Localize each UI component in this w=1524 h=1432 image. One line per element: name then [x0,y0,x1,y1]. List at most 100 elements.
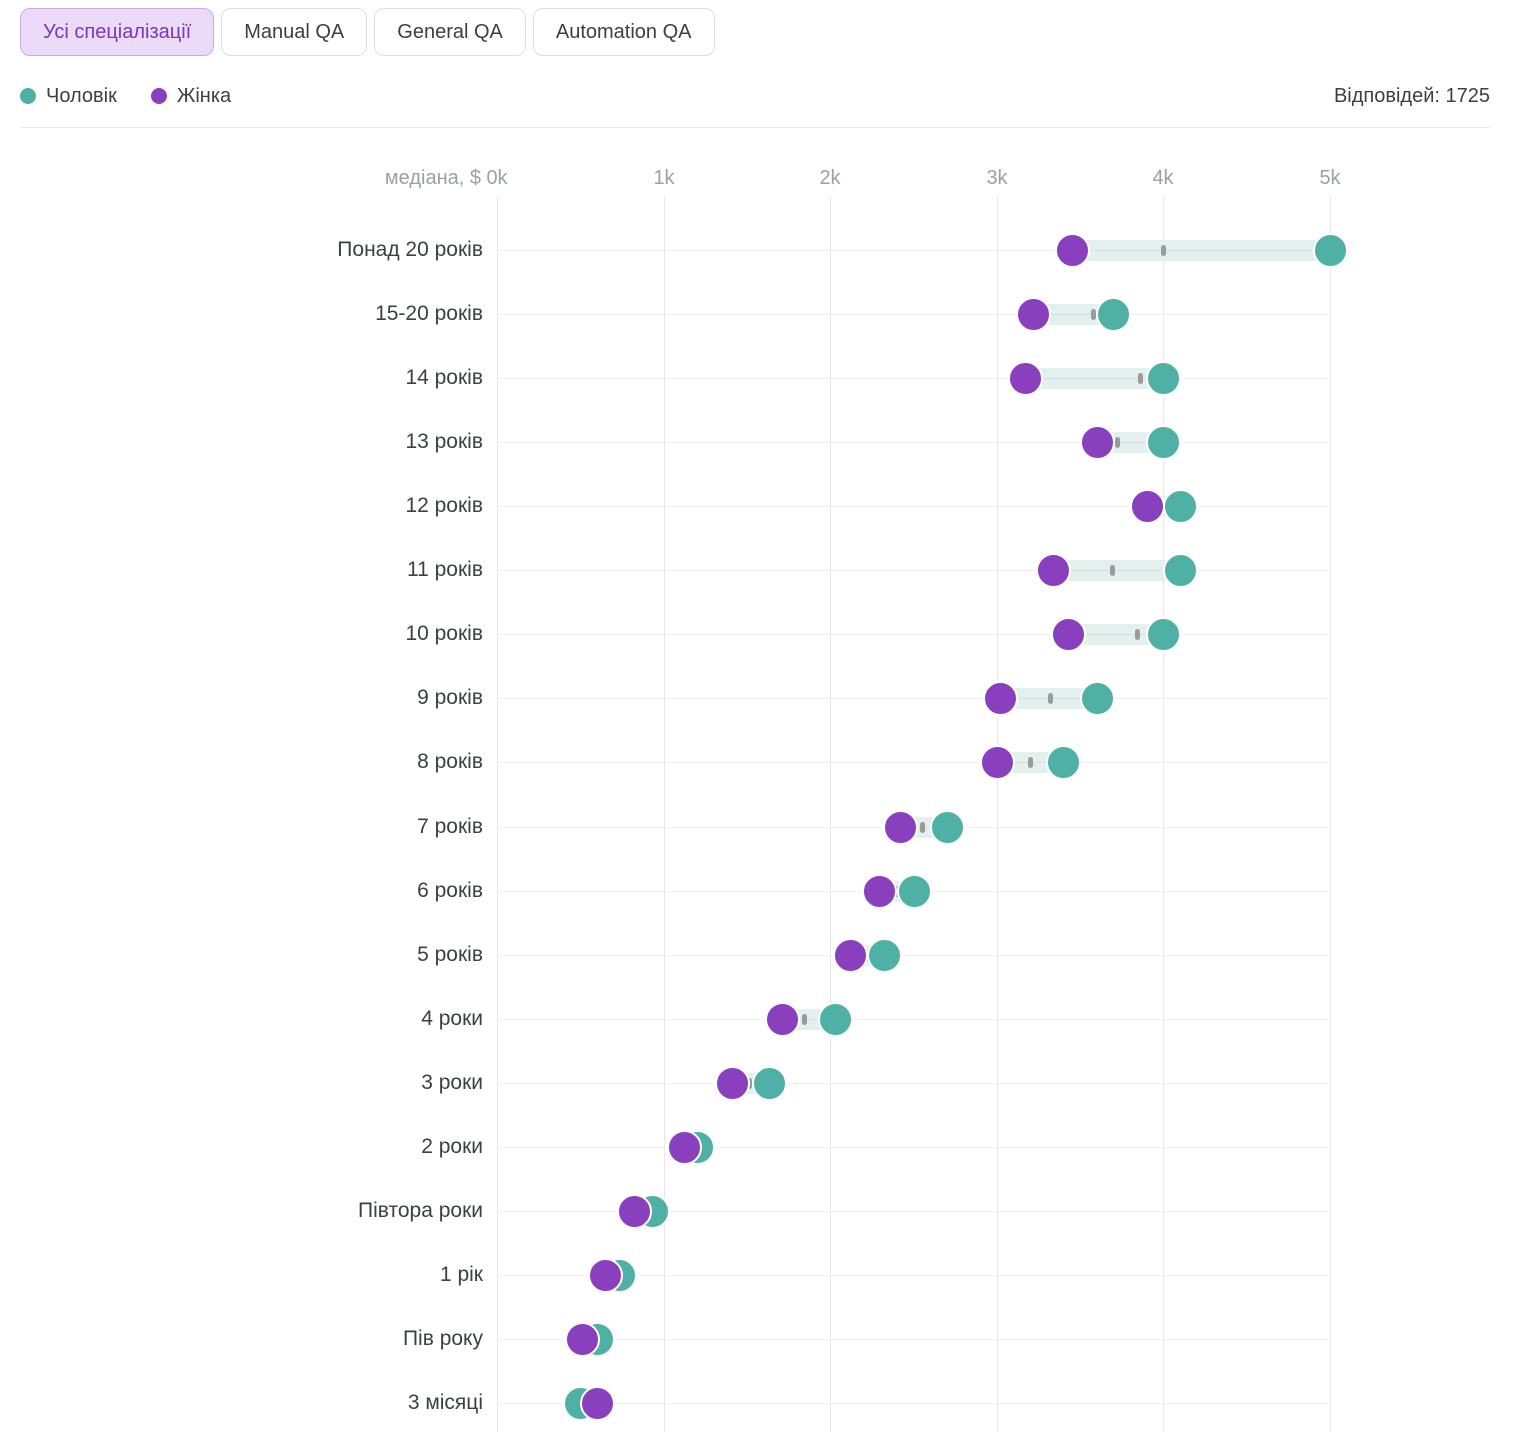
male-dot[interactable] [1146,617,1181,652]
male-dot[interactable] [752,1066,787,1101]
female-dot[interactable] [1008,361,1043,396]
male-dot[interactable] [867,938,902,973]
row-line [497,250,1330,251]
axis-tick-label: 0k [486,167,508,189]
female-legend-dot-icon [150,88,167,104]
row-line [497,506,1330,507]
female-dot[interactable] [862,874,897,909]
row-line [497,1211,1330,1212]
legend: Чоловік Жінка [20,85,231,108]
overall-median-marker [920,822,925,833]
overall-median-marker [1161,245,1166,256]
row-label: 11 років [406,558,483,581]
row-label: 15-20 років [375,302,483,325]
axis-tick-label: 1k [653,167,675,189]
tab-manual-qa[interactable]: Manual QA [221,8,368,56]
female-dot[interactable] [1036,553,1071,588]
female-dot[interactable] [1051,617,1086,652]
grid-line-vertical [1330,196,1331,1432]
range-band-line [1068,634,1163,635]
tab-automation-qa[interactable]: Automation QA [532,8,715,56]
row-label: 3 роки [421,1071,483,1094]
row-label: 8 років [417,750,483,773]
row-line [497,1339,1330,1340]
overall-median-marker [1135,629,1140,640]
row-label: 1 рік [439,1263,483,1286]
male-dot[interactable] [1146,425,1181,460]
axis-tick-label: 3k [986,167,1008,189]
row-label: 10 років [405,622,483,645]
divider [20,127,1490,128]
row-line [497,1403,1330,1404]
legend-male-label: Чоловік [46,84,117,107]
male-dot[interactable] [1163,489,1198,524]
female-dot[interactable] [565,1322,600,1357]
tab-general-qa[interactable]: General QA [374,8,526,56]
range-band-line [1097,442,1164,443]
row-label: 6 років [417,879,483,902]
female-dot[interactable] [765,1002,800,1037]
row-line [497,1019,1330,1020]
male-dot[interactable] [897,874,932,909]
legend-female-label: Жінка [176,84,232,107]
axis-tick-label: 5k [1319,167,1341,189]
row-label: 12 років [405,494,483,517]
female-dot[interactable] [1055,233,1090,268]
row-line [497,955,1330,956]
row-line [497,378,1330,379]
female-dot[interactable] [617,1194,652,1229]
row-label: Понад 20 років [337,238,483,261]
male-dot[interactable] [1096,297,1131,332]
row-line [497,1275,1330,1276]
male-legend-dot-icon [20,88,36,104]
female-dot[interactable] [715,1066,750,1101]
female-dot[interactable] [667,1130,702,1165]
legend-item-female[interactable]: Жінка [150,84,232,108]
male-dot[interactable] [1146,361,1181,396]
range-band-line [1053,570,1180,571]
male-dot[interactable] [1080,681,1115,716]
male-dot[interactable] [930,810,965,845]
female-dot[interactable] [1080,425,1115,460]
grid-line-vertical [664,196,665,1432]
overall-median-marker [1115,437,1120,448]
row-line [497,634,1330,635]
row-line [497,762,1330,763]
tab-bar: Усі спеціалізації Manual QA General QA A… [20,8,715,56]
row-line [497,1147,1330,1148]
range-band-line [1072,250,1330,251]
row-label: 5 років [417,943,483,966]
female-dot[interactable] [1016,297,1051,332]
male-dot[interactable] [1313,233,1348,268]
male-dot[interactable] [818,1002,853,1037]
row-label: Півтора роки [358,1199,483,1222]
overall-median-marker [1110,565,1115,576]
row-label: 2 роки [421,1135,483,1158]
row-label: Пів року [402,1327,483,1350]
female-dot[interactable] [580,1386,615,1421]
female-dot[interactable] [1130,489,1165,524]
female-dot[interactable] [883,810,918,845]
axis-tick-label: 2k [819,167,841,189]
female-dot[interactable] [833,938,868,973]
legend-item-male[interactable]: Чоловік [20,85,117,108]
tab-all-specializations[interactable]: Усі спеціалізації [20,8,215,56]
male-dot[interactable] [1163,553,1198,588]
row-label: 9 років [417,686,483,709]
row-line [497,1083,1330,1084]
axis-tick-label: 4k [1152,167,1174,189]
female-dot[interactable] [983,681,1018,716]
female-dot[interactable] [588,1258,623,1293]
female-dot[interactable] [980,745,1015,780]
row-label: 3 місяці [407,1391,483,1414]
male-dot[interactable] [1046,745,1081,780]
row-line [497,570,1330,571]
axis-unit-label: медіана, $ [384,167,481,189]
row-line [497,698,1330,699]
row-label: 4 роки [421,1007,483,1030]
grid-line-vertical [497,196,498,1432]
range-band-line [782,1019,835,1020]
overall-median-marker [1091,309,1096,320]
range-band-line [1025,378,1163,379]
